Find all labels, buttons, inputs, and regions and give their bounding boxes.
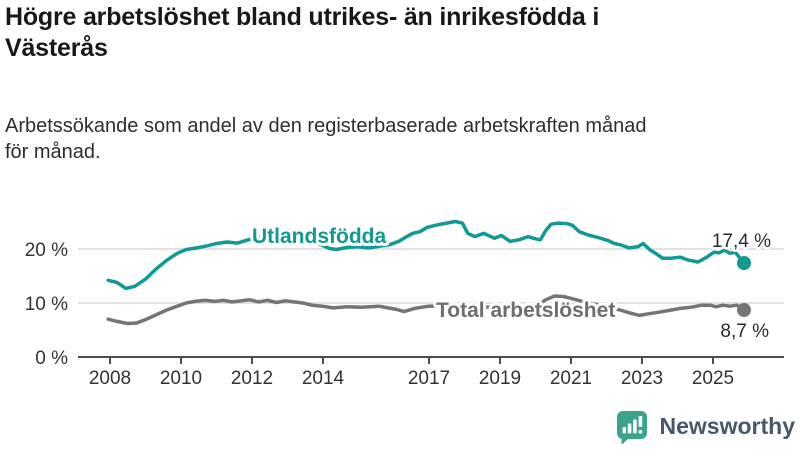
x-tick-2017: 2017	[408, 368, 450, 389]
chart-header: Högre arbetslöshet bland utrikes- än inr…	[5, 2, 785, 63]
y-tick-10: 10 %	[25, 294, 68, 315]
x-tick-2025: 2025	[692, 368, 734, 389]
y-tick-20: 20 %	[25, 240, 68, 261]
x-tick-2012: 2012	[231, 368, 273, 389]
x-tick-2014: 2014	[302, 368, 345, 389]
series-label-total-arbetsloshet: Total arbetslöshet	[436, 299, 615, 322]
chart-subtitle: Arbetssökande som andel av den registerb…	[5, 113, 785, 166]
end-value-utlandsfodda: 17,4 %	[712, 231, 771, 252]
series-line-utlandsfodda	[106, 219, 746, 291]
newsworthy-logo-icon	[616, 411, 647, 444]
end-value-total-arbetsloshet: 8,7 %	[720, 321, 769, 342]
brand-footer: Newsworthy	[614, 408, 795, 444]
brand-name: Newsworthy	[659, 412, 795, 439]
subtitle-line-1: Arbetssökande som andel av den registerb…	[5, 115, 647, 137]
title-line-2: Västerås	[5, 33, 108, 62]
x-tick-2021: 2021	[550, 368, 592, 389]
series-line-total-arbetsloshet	[106, 294, 746, 326]
x-tick-2023: 2023	[621, 368, 663, 389]
x-tick-2019: 2019	[479, 368, 521, 389]
series-label-utlandsfodda: Utlandsfödda	[252, 225, 386, 248]
x-tick-2010: 2010	[160, 368, 202, 389]
series-end-dot-utlandsfodda	[737, 256, 751, 270]
title-line-1: Högre arbetslöshet bland utrikes- än inr…	[5, 3, 600, 31]
series-end-dot-total-arbetsloshet	[737, 303, 751, 317]
y-tick-0: 0 %	[35, 348, 68, 369]
subtitle-line-2: för månad.	[5, 141, 101, 164]
x-tick-2008: 2008	[89, 368, 131, 389]
page-title: Högre arbetslöshet bland utrikes- än inr…	[5, 2, 785, 63]
